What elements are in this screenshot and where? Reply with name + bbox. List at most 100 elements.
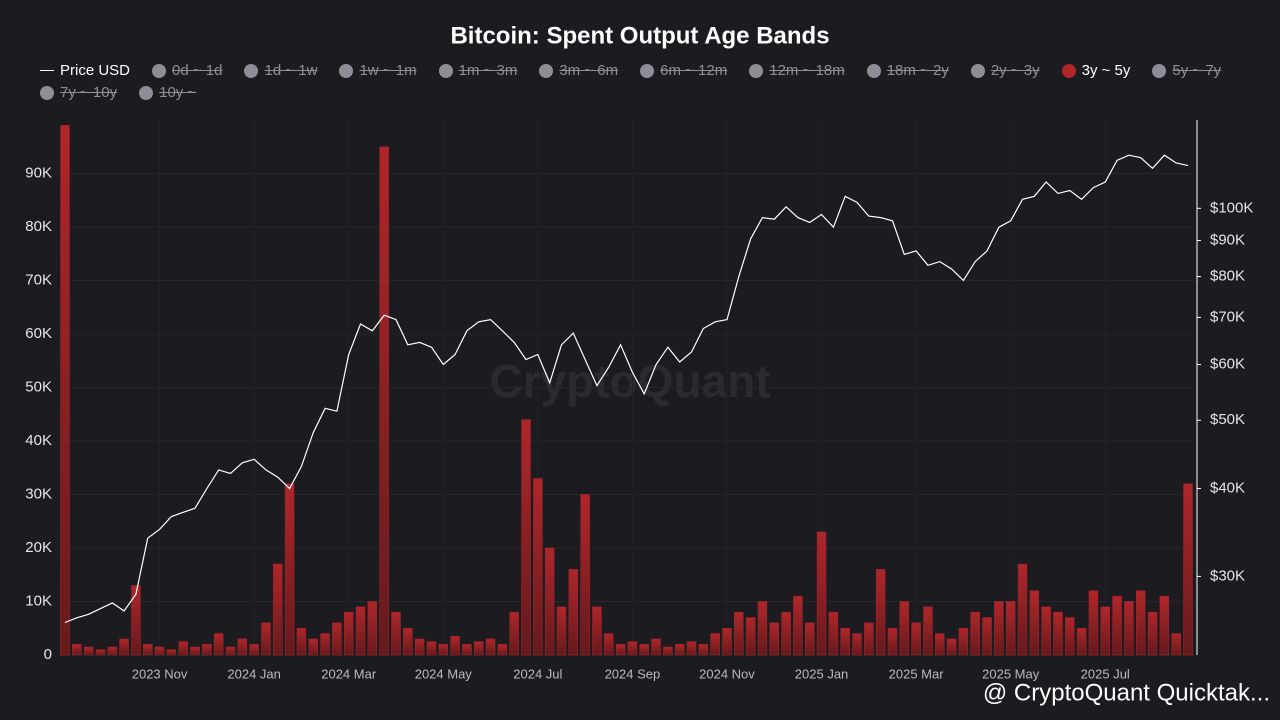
bar bbox=[72, 643, 82, 656]
y-tick-label: 80K bbox=[25, 218, 52, 235]
legend-swatch bbox=[40, 70, 54, 71]
y2-tick-label: $90K bbox=[1210, 232, 1245, 249]
bar bbox=[544, 547, 555, 656]
bar bbox=[379, 146, 389, 656]
bar bbox=[509, 611, 519, 656]
legend-item[interactable]: 7y ~ 10y bbox=[40, 83, 117, 102]
bar bbox=[982, 617, 992, 656]
x-tick-label: 2024 Sep bbox=[605, 666, 661, 681]
legend-label: 12m ~ 18m bbox=[769, 62, 845, 79]
y2-tick-label: $40K bbox=[1210, 479, 1245, 496]
bar bbox=[828, 611, 839, 656]
bar bbox=[308, 638, 318, 656]
bar bbox=[970, 611, 980, 656]
bar bbox=[592, 606, 602, 656]
legend: Price USD 0d ~ 1d 1d ~ 1w 1w ~ 1m 1m ~ 3m 3m … bbox=[40, 61, 1260, 102]
bar bbox=[485, 638, 496, 656]
bar bbox=[781, 611, 791, 656]
legend-item[interactable]: 5y ~ 7y bbox=[1152, 61, 1221, 80]
bar bbox=[83, 646, 94, 656]
legend-label: 3y ~ 5y bbox=[1081, 62, 1131, 79]
bar bbox=[604, 633, 614, 656]
legend-item[interactable]: 3m ~ 6m bbox=[539, 61, 618, 80]
bar bbox=[95, 649, 106, 656]
legend-item[interactable]: 12m ~ 18m bbox=[749, 61, 845, 80]
bar bbox=[355, 606, 366, 656]
legend-swatch bbox=[40, 85, 54, 100]
legend-swatch bbox=[339, 63, 354, 78]
bar bbox=[343, 611, 354, 656]
legend-item[interactable]: 1d ~ 1w bbox=[244, 61, 317, 80]
bar bbox=[166, 649, 177, 656]
y-tick-label: 0 bbox=[44, 646, 52, 663]
bar bbox=[911, 622, 921, 656]
legend-label: 2y ~ 3y bbox=[990, 62, 1040, 79]
y-tick-label: 70K bbox=[25, 271, 52, 288]
bar bbox=[119, 638, 129, 656]
y2-tick-label: $50K bbox=[1210, 411, 1245, 428]
legend-label: 1w ~ 1m bbox=[359, 62, 417, 79]
legend-label: 1m ~ 3m bbox=[458, 62, 518, 79]
x-tick-label: 2024 Mar bbox=[321, 666, 377, 681]
legend-item[interactable]: 1w ~ 1m bbox=[339, 61, 417, 80]
legend-label: 10y ~ bbox=[159, 84, 197, 101]
x-tick-label: 2025 May bbox=[982, 666, 1040, 681]
bar bbox=[958, 627, 969, 656]
y-tick-label: 20K bbox=[25, 539, 52, 556]
legend-item[interactable]: 18m ~ 2y bbox=[866, 61, 949, 80]
legend-item[interactable]: 6m ~ 12m bbox=[640, 61, 727, 80]
bar bbox=[497, 643, 508, 656]
bar bbox=[651, 638, 661, 656]
bar bbox=[663, 646, 673, 656]
bar bbox=[1029, 590, 1040, 656]
x-tick-label: 2025 Jan bbox=[795, 666, 849, 681]
legend-label: 0d ~ 1d bbox=[172, 62, 223, 79]
bar bbox=[391, 611, 401, 656]
x-tick-label: 2025 Jul bbox=[1081, 666, 1130, 681]
y2-tick-label: $70K bbox=[1210, 308, 1245, 325]
bar bbox=[1076, 627, 1087, 656]
bar bbox=[816, 531, 827, 656]
legend-label: 7y ~ 10y bbox=[60, 84, 118, 101]
bar bbox=[1065, 617, 1075, 656]
x-tick-label: 2025 Mar bbox=[889, 666, 945, 681]
bar bbox=[143, 643, 153, 656]
price-line bbox=[64, 154, 1189, 624]
y2-tick-label: $80K bbox=[1210, 268, 1245, 285]
bar bbox=[722, 627, 732, 656]
legend-swatch bbox=[866, 63, 881, 78]
y-tick-label: 60K bbox=[25, 325, 52, 342]
bar bbox=[249, 643, 259, 656]
legend-swatch bbox=[152, 63, 167, 78]
y-tick-label: 30K bbox=[25, 485, 52, 502]
bar bbox=[296, 627, 307, 656]
bar bbox=[745, 617, 756, 656]
bar bbox=[237, 638, 248, 656]
legend-item[interactable]: 3y ~ 5y bbox=[1061, 61, 1131, 80]
bar bbox=[1135, 590, 1146, 656]
footer: @ CryptoQuant Quicktak... bbox=[983, 679, 1270, 706]
x-tick-label: 2024 Jan bbox=[227, 666, 281, 681]
bar bbox=[154, 646, 165, 656]
bar bbox=[875, 569, 886, 656]
legend-item[interactable]: Price USD bbox=[40, 61, 130, 80]
legend-item[interactable]: 10y ~ bbox=[139, 83, 196, 102]
legend-label: Price USD bbox=[60, 62, 131, 79]
bar bbox=[923, 606, 933, 656]
y2-tick-label: $60K bbox=[1210, 355, 1245, 372]
legend-item[interactable]: 2y ~ 3y bbox=[970, 61, 1040, 80]
legend-item[interactable]: 0d ~ 1d bbox=[152, 61, 222, 80]
bar bbox=[131, 585, 141, 656]
bar bbox=[568, 569, 579, 656]
legend-item[interactable]: 1m ~ 3m bbox=[438, 61, 518, 80]
bar bbox=[556, 606, 567, 656]
bar bbox=[320, 633, 330, 656]
bar bbox=[734, 611, 744, 656]
y-tick-label: 90K bbox=[25, 164, 52, 181]
legend-label: 18m ~ 2y bbox=[886, 62, 949, 79]
bar bbox=[864, 622, 874, 656]
legend-swatch bbox=[970, 63, 985, 78]
legend-label: 1d ~ 1w bbox=[264, 62, 318, 79]
